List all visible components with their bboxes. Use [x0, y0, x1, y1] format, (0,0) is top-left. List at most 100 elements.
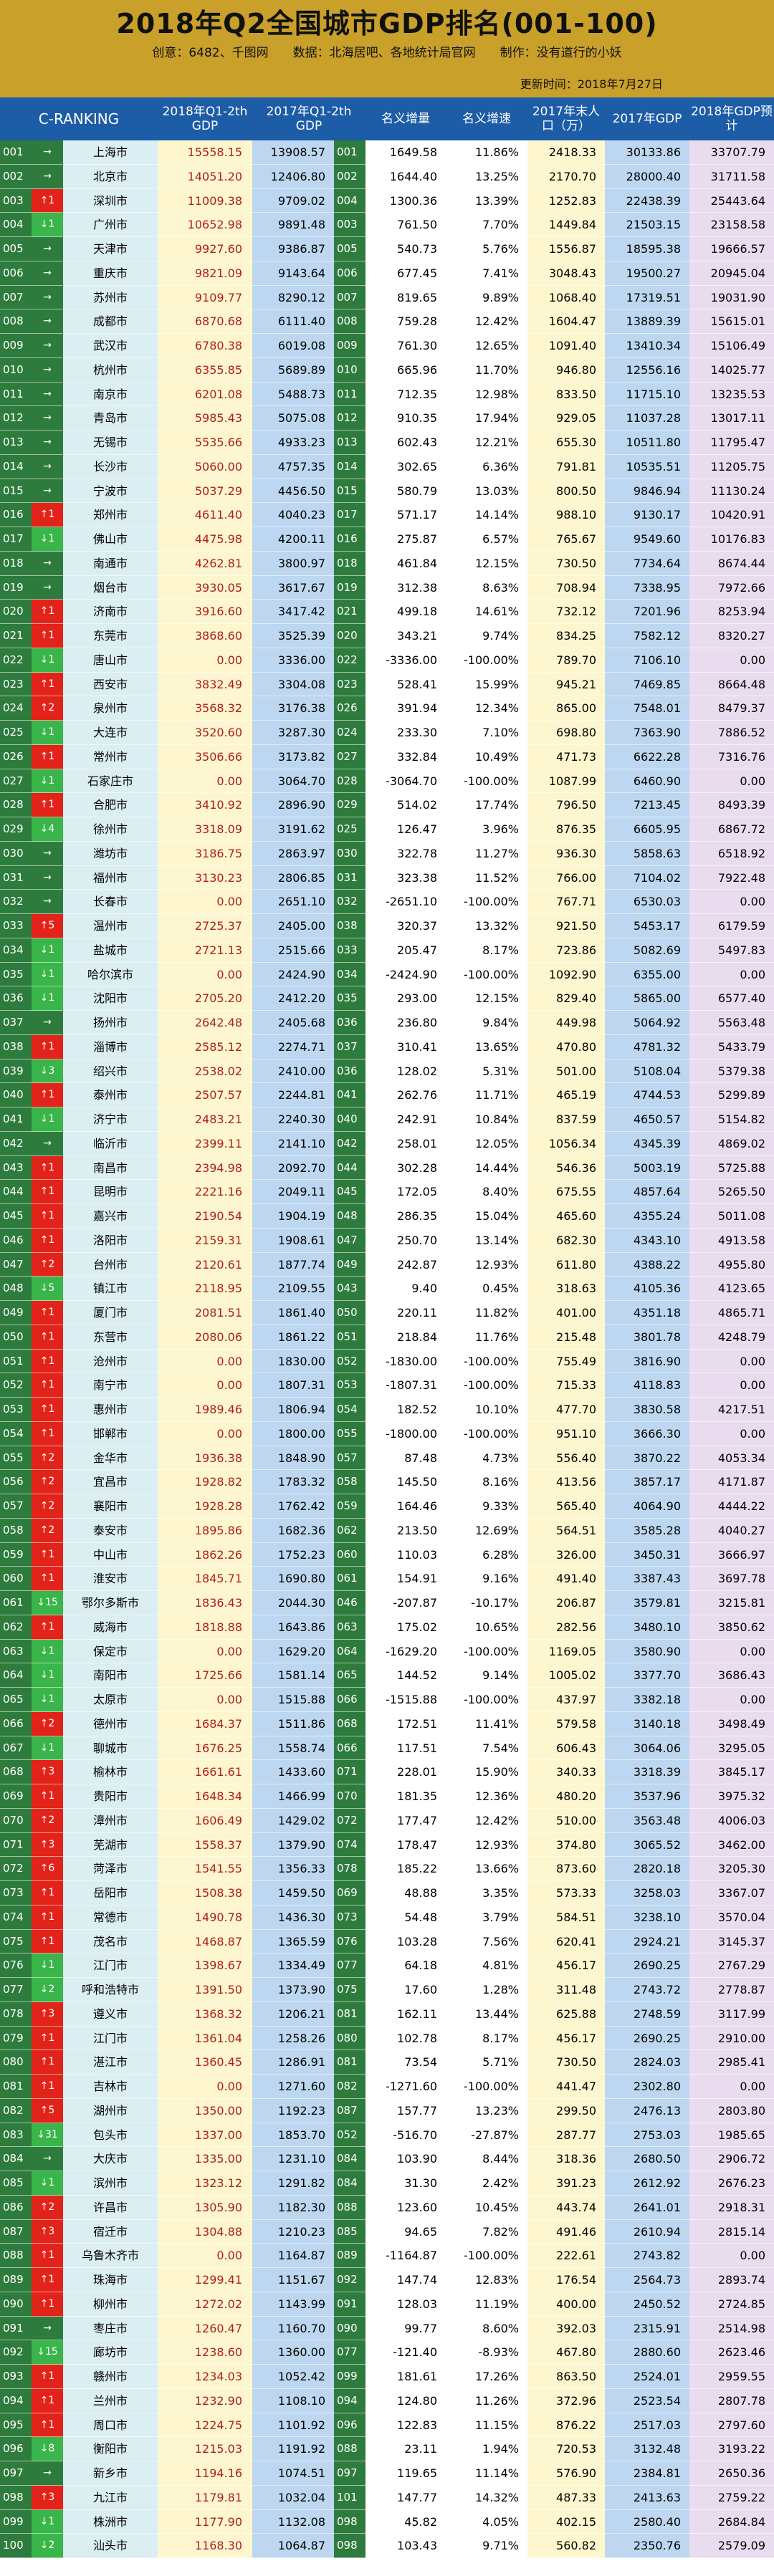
table-row: 035 ↓1 哈尔滨市 0.00 2424.90 034 -2424.90 -100.00% 1… [0, 962, 774, 987]
growth-cell: -27.87% [446, 2123, 527, 2148]
rank-change-cell: ↑1 [32, 1325, 63, 1350]
gdp-2017-h1-cell: 1515.88 [252, 1688, 334, 1712]
gdp-2018-forecast-cell: 0.00 [689, 962, 774, 987]
city-name-cell: 沧州市 [63, 1349, 158, 1374]
increment-cell: 162.11 [366, 2001, 446, 2027]
gdp-2017-h1-cell: 4456.50 [252, 479, 334, 504]
increment-cell: 102.78 [366, 2026, 446, 2051]
gdp-2018-h1-cell: 1895.86 [158, 1518, 252, 1543]
gdp-2017-cell: 2748.59 [605, 2001, 689, 2027]
rank-cell: 035 [0, 962, 32, 987]
growth-cell: -100.00% [446, 890, 527, 914]
rank-change-cell: → [32, 164, 63, 189]
table-row: 066 ↑2 德州市 1684.37 1511.86 068 172.51 11.41% 579… [0, 1711, 774, 1736]
population-cell: 730.50 [527, 551, 605, 576]
rank-change-cell: ↑1 [32, 2268, 63, 2292]
population-cell: 829.40 [527, 986, 605, 1011]
city-name-cell: 佛山市 [63, 527, 158, 552]
increment-cell: 128.02 [366, 1059, 446, 1084]
rank-cell: 057 [0, 1494, 32, 1519]
rank-2017-cell: 026 [334, 696, 366, 721]
gdp-2017-h1-cell: 1830.00 [252, 1349, 334, 1374]
rank-cell: 083 [0, 2123, 32, 2148]
gdp-2018-forecast-cell: 10176.83 [689, 527, 774, 552]
rank-2017-cell: 032 [334, 890, 366, 914]
rank-cell: 010 [0, 357, 32, 383]
city-name-cell: 合肥市 [63, 793, 158, 817]
gdp-2018-h1-cell: 3186.75 [158, 841, 252, 866]
gdp-2018-forecast-cell: 5011.08 [689, 1204, 774, 1229]
gdp-2018-h1-cell: 4611.40 [158, 503, 252, 527]
table-row: 007 → 苏州市 9109.77 8290.12 007 819.65 9.89% 1068.… [0, 285, 774, 310]
city-name-cell: 宁波市 [63, 479, 158, 504]
increment-cell: 461.84 [366, 551, 446, 576]
rank-2017-cell: 049 [334, 1252, 366, 1277]
rank-2017-cell: 075 [334, 1978, 366, 2002]
gdp-2018-forecast-cell: 4913.58 [689, 1228, 774, 1253]
rank-2017-cell: 076 [334, 1929, 366, 1954]
city-name-cell: 惠州市 [63, 1398, 158, 1422]
gdp-2018-forecast-cell: 5154.82 [689, 1107, 774, 1132]
growth-cell: 3.35% [446, 1881, 527, 1905]
rank-change-cell: ↑1 [32, 1301, 63, 1325]
gdp-2018-forecast-cell: 5299.89 [689, 1083, 774, 1107]
city-name-cell: 赣州市 [63, 2365, 158, 2389]
table-row: 001 → 上海市 15558.15 13908.57 001 1649.58 11.86% 2… [0, 140, 774, 165]
rank-cell: 030 [0, 841, 32, 866]
city-name-cell: 枣庄市 [63, 2316, 158, 2341]
population-cell: 951.10 [527, 1421, 605, 1446]
gdp-2018-forecast-cell: 6518.92 [689, 841, 774, 866]
gdp-2018-forecast-cell: 2650.36 [689, 2461, 774, 2486]
population-cell: 765.67 [527, 527, 605, 552]
rank-change-cell: → [32, 551, 63, 576]
population-cell: 311.48 [527, 1978, 605, 2002]
rank-2017-cell: 019 [334, 575, 366, 600]
gdp-2018-forecast-cell: 3570.04 [689, 1905, 774, 1930]
header-growth: 名义增速 [446, 97, 527, 140]
gdp-2017-cell: 19500.27 [605, 261, 689, 286]
rank-cell: 069 [0, 1784, 32, 1809]
gdp-2018-h1-cell: 1305.90 [158, 2195, 252, 2220]
table-row: 095 ↑1 周口市 1224.75 1101.92 096 122.83 11.15% 876… [0, 2413, 774, 2438]
city-name-cell: 呼和浩特市 [63, 1978, 158, 2002]
population-cell: 491.46 [527, 2219, 605, 2244]
population-cell: 560.82 [527, 2534, 605, 2558]
rank-change-cell: → [32, 841, 63, 866]
rank-2017-cell: 018 [334, 551, 366, 576]
table-row: 080 ↑1 湛江市 1360.45 1286.91 081 73.54 5.71% 730.5… [0, 2050, 774, 2075]
population-cell: 565.40 [527, 1494, 605, 1519]
gdp-2017-cell: 4355.24 [605, 1204, 689, 1229]
gdp-2018-forecast-cell: 2803.80 [689, 2098, 774, 2123]
gdp-2017-cell: 7363.90 [605, 721, 689, 745]
gdp-2018-h1-cell: 1368.32 [158, 2001, 252, 2027]
table-row: 053 ↑1 惠州市 1989.46 1806.94 054 182.52 10.10% 477… [0, 1398, 774, 1422]
rank-2017-cell: 052 [334, 1349, 366, 1374]
rank-cell: 095 [0, 2413, 32, 2438]
gdp-2018-h1-cell: 1818.88 [158, 1615, 252, 1640]
city-name-cell: 石家庄市 [63, 769, 158, 794]
gdp-2018-forecast-cell: 3367.07 [689, 1881, 774, 1905]
gdp-2018-forecast-cell: 2893.74 [689, 2268, 774, 2292]
population-cell: 437.97 [527, 1688, 605, 1712]
header-gdp-2017: 2017年GDP [605, 97, 689, 140]
gdp-2018-h1-cell: 9821.09 [158, 261, 252, 286]
growth-cell: 12.34% [446, 696, 527, 721]
gdp-2018-h1-cell: 1928.28 [158, 1494, 252, 1519]
gdp-2018-forecast-cell: 4053.34 [689, 1446, 774, 1471]
gdp-2017-cell: 21503.15 [605, 213, 689, 237]
gdp-2017-h1-cell: 1032.04 [252, 2485, 334, 2510]
rank-change-cell: ↓1 [32, 2509, 63, 2534]
rank-2017-cell: 051 [334, 1325, 366, 1350]
rank-2017-cell: 077 [334, 2340, 366, 2365]
population-cell: 1056.34 [527, 1131, 605, 1156]
rank-change-cell: ↑1 [32, 744, 63, 769]
rank-cell: 059 [0, 1542, 32, 1567]
table-row: 084 → 大庆市 1335.00 1231.10 084 103.90 8.44% 318.3… [0, 2147, 774, 2171]
gdp-2018-h1-cell: 5037.29 [158, 479, 252, 504]
table-row: 072 ↑6 菏泽市 1541.55 1356.33 078 185.22 13.66% 873… [0, 1857, 774, 1881]
table-row: 026 ↑1 常州市 3506.66 3173.82 027 332.84 10.49% 471… [0, 744, 774, 769]
rank-cell: 081 [0, 2075, 32, 2099]
city-name-cell: 温州市 [63, 914, 158, 938]
gdp-2018-h1-cell: 1260.47 [158, 2316, 252, 2341]
population-cell: 2418.33 [527, 140, 605, 165]
